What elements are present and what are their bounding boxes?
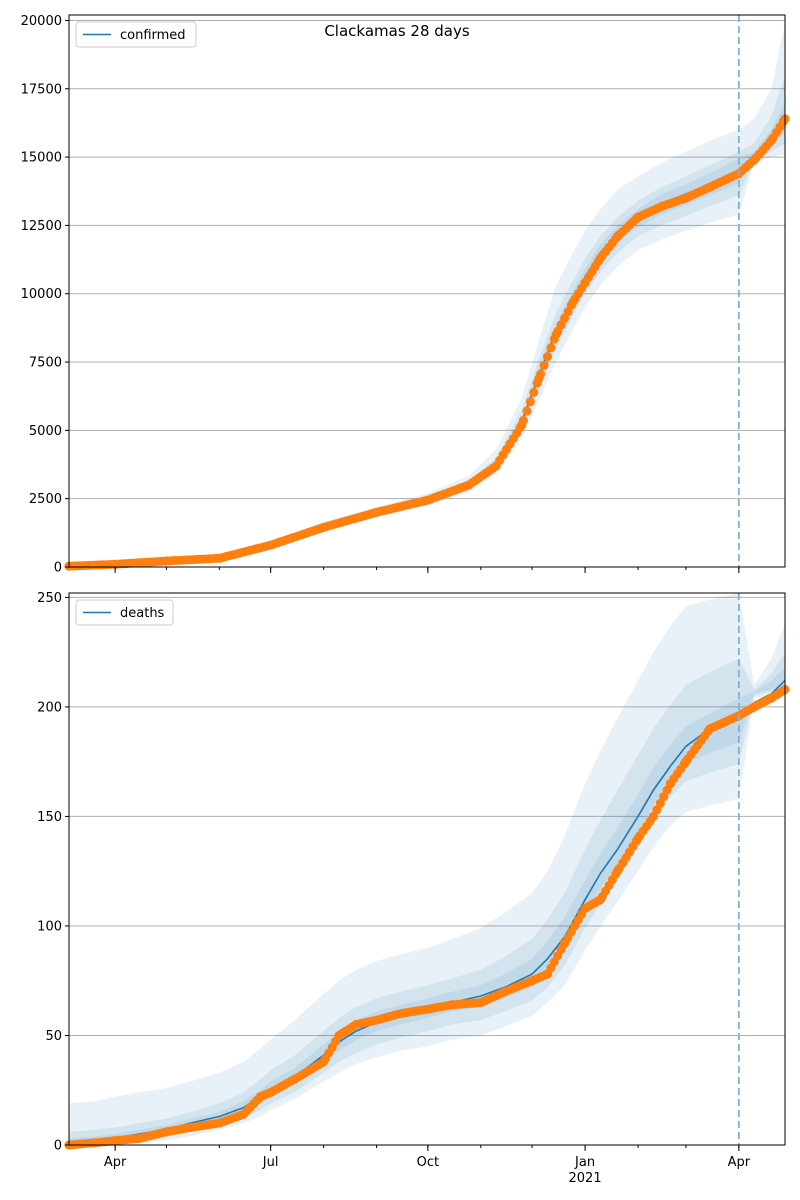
uncertainty-band — [69, 75, 785, 567]
x-tick-label: Jan — [574, 1155, 595, 1170]
legend-box — [75, 599, 174, 626]
legend-box — [75, 21, 197, 48]
legend-label: confirmed — [120, 28, 186, 43]
uncertainty-band — [69, 667, 785, 1145]
y-tick-label: 250 — [37, 591, 62, 606]
x-tick-label: Apr — [104, 1155, 127, 1170]
y-tick-label: 15000 — [21, 151, 62, 166]
observed-point — [543, 352, 552, 362]
observed-point — [519, 415, 528, 425]
observed-point — [778, 686, 788, 695]
panel-confirmed: 0 2500 5000 7500 10000 12500 15000 17500 20000 co… — [21, 14, 790, 576]
y-tick-label: 200 — [37, 700, 62, 715]
panel-deaths: 0 50 100 150 200 250 Apr Jul Oct Jan Apr 2021 deaths — [37, 591, 790, 1186]
x-tick-label: Apr — [728, 1155, 751, 1170]
observed-point — [652, 805, 662, 815]
y-tick-label: 0 — [54, 1139, 62, 1154]
plot-frame — [68, 14, 786, 568]
legend: deaths — [75, 599, 174, 626]
x-year-label: 2021 — [569, 1171, 602, 1186]
legend: confirmed — [75, 21, 197, 48]
observed-point — [522, 406, 532, 416]
uncertainty-band — [69, 652, 785, 1145]
y-tick-label: 100 — [37, 919, 62, 934]
y-tick-label: 2500 — [29, 492, 62, 507]
observed-point — [536, 369, 546, 379]
plot-frame — [68, 592, 786, 1146]
y-tick-label: 150 — [37, 810, 62, 825]
observed-point — [539, 360, 549, 370]
y-tick-label: 17500 — [21, 82, 62, 97]
y-tick-label: 12500 — [21, 219, 62, 234]
figure-title: Clackamas 28 days — [324, 22, 470, 40]
observed-point — [515, 423, 525, 433]
y-tick-label: 20000 — [21, 14, 62, 29]
observed-point — [549, 334, 559, 344]
observed-point — [529, 387, 539, 397]
x-tick-label: Jul — [262, 1155, 279, 1170]
observed-point — [532, 378, 542, 388]
y-tick-label: 7500 — [29, 356, 62, 371]
observed-point — [778, 117, 788, 127]
y-tick-label: 5000 — [29, 424, 62, 439]
legend-label: deaths — [120, 606, 165, 621]
observed-point — [546, 343, 556, 353]
observed-point — [556, 320, 566, 330]
y-tick-label: 10000 — [21, 287, 62, 302]
x-tick-label: Oct — [417, 1155, 439, 1170]
y-tick-label: 0 — [54, 561, 62, 576]
observed-point — [525, 397, 535, 407]
y-tick-label: 50 — [45, 1029, 62, 1044]
uncertainty-band — [69, 23, 785, 567]
uncertainty-band — [69, 593, 785, 1145]
